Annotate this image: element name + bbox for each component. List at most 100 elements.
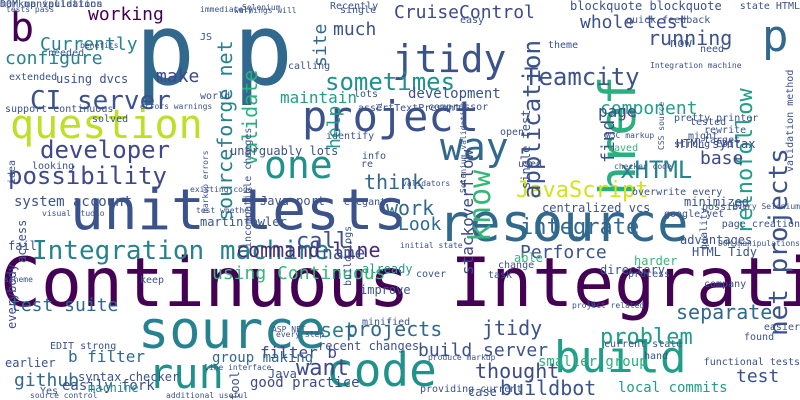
cloud-word: every step bbox=[276, 330, 325, 339]
cloud-word: single test bbox=[519, 109, 533, 189]
cloud-word: p bbox=[135, 0, 196, 108]
cloud-word: target bbox=[704, 135, 741, 146]
cloud-word: functional tests bbox=[703, 357, 800, 368]
cloud-word: state HTML bbox=[739, 1, 800, 12]
cloud-word: now bbox=[670, 36, 692, 50]
cloud-word: compressor bbox=[428, 102, 489, 113]
cloud-word: projects bbox=[346, 317, 443, 341]
cloud-word: way bbox=[440, 125, 509, 169]
cloud-word: calling bbox=[288, 61, 331, 72]
cloud-word: configure bbox=[5, 48, 103, 69]
cloud-word: tested bbox=[690, 117, 727, 128]
cloud-word: p bbox=[762, 11, 789, 62]
cloud-word: CI server bbox=[30, 86, 171, 116]
cloud-word: b bbox=[10, 5, 35, 51]
cloud-word: much bbox=[333, 19, 377, 40]
cloud-word: earlier bbox=[5, 356, 56, 370]
cloud-word: Yes bbox=[40, 386, 59, 397]
cloud-word: syntax checker bbox=[78, 370, 180, 384]
cloud-word: question bbox=[10, 102, 203, 148]
cloud-word: project related bbox=[572, 301, 645, 310]
cloud-word: Perforce bbox=[520, 242, 607, 263]
cloud-word: using dvcs bbox=[56, 72, 129, 86]
cloud-word: fi bbox=[375, 102, 384, 112]
cloud-word: strong EDIT bbox=[674, 139, 741, 150]
cloud-word: source bbox=[138, 301, 326, 361]
cloud-word: change bbox=[498, 260, 535, 271]
cloud-word: task bbox=[488, 270, 513, 281]
cloud-word: easy bbox=[460, 15, 485, 26]
cloud-word: used bbox=[518, 159, 543, 170]
cloud-word: harder bbox=[634, 254, 678, 268]
cloud-word: Look bbox=[398, 214, 442, 235]
cloud-word: JS bbox=[200, 32, 213, 43]
cloud-word: code bbox=[326, 343, 437, 397]
cloud-word: existing code bbox=[190, 185, 253, 194]
cloud-word: validation method bbox=[785, 69, 796, 172]
cloud-word: HTML Tidy bbox=[692, 245, 758, 259]
cloud-word: filter b bbox=[260, 343, 338, 362]
cloud-word: Integration machine bbox=[650, 61, 742, 70]
cloud-word: system account bbox=[14, 194, 133, 210]
cloud-word: Teamcity bbox=[524, 63, 640, 91]
cloud-word: group making bbox=[212, 350, 314, 366]
cloud-word: line interface bbox=[204, 363, 272, 372]
cloud-word: solved bbox=[92, 114, 129, 125]
cloud-word: help bbox=[324, 105, 345, 149]
cloud-word: errors warnings bbox=[140, 102, 213, 111]
cloud-word: DOM manipulations bbox=[0, 0, 103, 10]
cloud-word: base bbox=[700, 148, 744, 169]
cloud-word: identify bbox=[326, 131, 375, 142]
cloud-word: case bbox=[468, 385, 497, 399]
cloud-word: development bbox=[408, 86, 501, 102]
cloud-word: access bbox=[15, 219, 29, 263]
cloud-word: source control bbox=[30, 391, 98, 400]
cloud-word: process bbox=[628, 269, 671, 280]
cloud-word: page creation bbox=[721, 219, 800, 230]
cloud-word: markup errors bbox=[201, 150, 210, 213]
cloud-word: company bbox=[704, 279, 747, 290]
cloud-word: additional useful bbox=[166, 391, 248, 400]
cloud-word: benefits bbox=[80, 41, 119, 50]
cloud-word: test bbox=[736, 366, 780, 387]
cloud-word: Integration machine bbox=[32, 236, 330, 266]
cloud-word: run bbox=[148, 349, 224, 398]
cloud-word: easily fork bbox=[62, 378, 155, 394]
cloud-word: CruiseControl bbox=[394, 2, 535, 23]
cloud-word: Selenium bbox=[242, 3, 281, 12]
cloud-word: W3C markup bbox=[606, 131, 655, 140]
cloud-word: idea bbox=[7, 159, 18, 184]
cloud-word: theme bbox=[548, 40, 579, 51]
cloud-word: CSS source bbox=[657, 101, 666, 150]
cloud-word: local commits bbox=[618, 380, 728, 396]
cloud-word: one bbox=[264, 143, 333, 187]
cloud-word: Currently bbox=[40, 34, 138, 55]
cloud-word: warnings will bbox=[234, 6, 297, 15]
cloud-word: build server bbox=[418, 340, 549, 361]
cloud-word: world bbox=[200, 91, 231, 102]
cloud-word: JavaScript bbox=[516, 178, 649, 203]
cloud-word: google yet bbox=[664, 209, 725, 220]
cloud-word: hand bbox=[644, 351, 669, 362]
cloud-word: ASP NET bbox=[272, 325, 306, 334]
cloud-word: whole test bbox=[580, 12, 689, 33]
cloud-word: initial state bbox=[400, 241, 463, 250]
cloud-word: improve bbox=[360, 283, 411, 297]
cloud-word: every Selenium bbox=[732, 202, 800, 211]
cloud-word: HTML syntax bbox=[676, 137, 756, 151]
cloud-word: scheme bbox=[4, 275, 33, 284]
cloud-word: everybody bbox=[5, 263, 19, 329]
cloud-word: github bbox=[14, 370, 80, 391]
cloud-word: working bbox=[88, 4, 164, 25]
cloud-word: b filter bbox=[68, 347, 146, 366]
cloud-word: page bbox=[598, 102, 637, 121]
cloud-word: test whether bbox=[196, 206, 254, 215]
cloud-word: smaller group bbox=[538, 354, 648, 370]
cloud-word: easier bbox=[763, 322, 800, 333]
cloud-word: integrate bbox=[520, 215, 640, 240]
cloud-word: lu bbox=[586, 299, 596, 308]
cloud-word: validators bbox=[402, 179, 451, 188]
cloud-word: lots bbox=[354, 89, 379, 100]
cloud-word: immediately bbox=[200, 5, 253, 14]
